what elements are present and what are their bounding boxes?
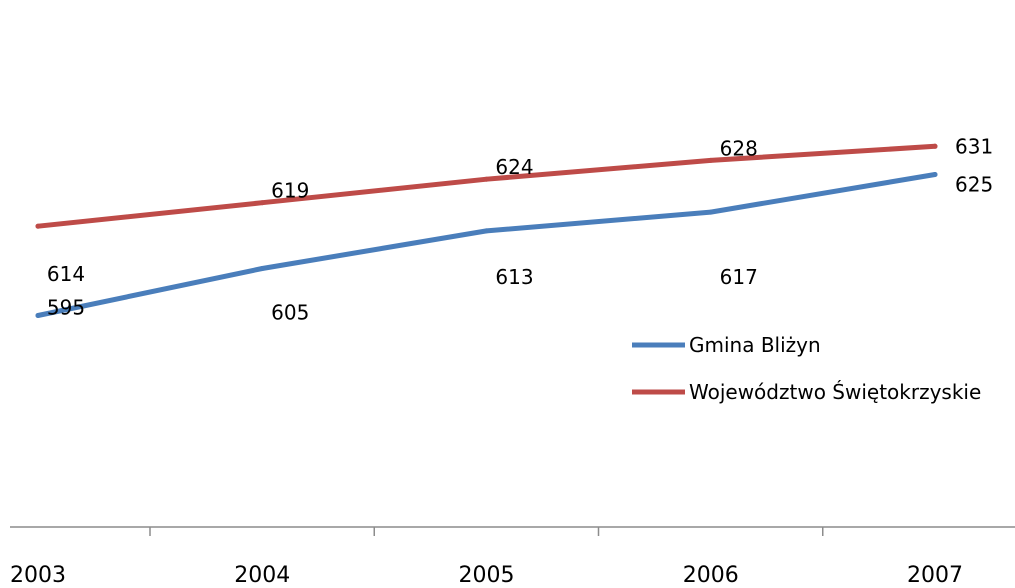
data-label: 617 xyxy=(720,265,758,289)
legend-label-gmina: Gmina Bliżyn xyxy=(689,333,821,357)
data-point xyxy=(932,143,938,149)
data-label: 625 xyxy=(955,173,993,197)
data-point xyxy=(259,200,265,206)
legend-item-wojewodztwo: Województwo Świętokrzyskie xyxy=(632,380,981,404)
data-label: 631 xyxy=(955,134,993,158)
data-point xyxy=(484,228,489,234)
x-tick-label: 2003 xyxy=(10,563,66,583)
data-label: 595 xyxy=(47,296,85,320)
x-tick-label: 2007 xyxy=(907,563,963,583)
series-lines xyxy=(35,143,938,318)
data-labels: 595 605 613 617 625 614 619 624 628 631 xyxy=(47,134,993,324)
data-label: 619 xyxy=(271,179,309,203)
series-line-1 xyxy=(35,143,938,229)
data-point xyxy=(708,157,714,163)
data-point xyxy=(484,176,489,182)
data-label: 614 xyxy=(47,262,85,286)
data-point xyxy=(708,209,714,215)
x-tick-label: 2005 xyxy=(459,563,515,583)
x-tick-label: 2004 xyxy=(234,563,290,583)
series-line-0 xyxy=(35,172,938,318)
x-tick-label: 2006 xyxy=(683,563,739,583)
data-label: 624 xyxy=(495,155,533,179)
data-point xyxy=(932,172,938,177)
data-point xyxy=(259,266,265,271)
data-point xyxy=(35,223,41,229)
x-axis-ticks xyxy=(149,527,824,536)
data-label: 613 xyxy=(495,265,533,289)
legend: Gmina Bliżyn Województwo Świętokrzyskie xyxy=(632,333,981,404)
x-axis-labels: 2003 2004 2005 2006 2007 xyxy=(10,563,963,588)
legend-item-gmina: Gmina Bliżyn xyxy=(632,333,821,357)
legend-label-wojewodztwo: Województwo Świętokrzyskie xyxy=(689,380,981,404)
data-point xyxy=(35,313,41,318)
data-label: 628 xyxy=(720,136,758,160)
data-label: 605 xyxy=(271,301,309,325)
